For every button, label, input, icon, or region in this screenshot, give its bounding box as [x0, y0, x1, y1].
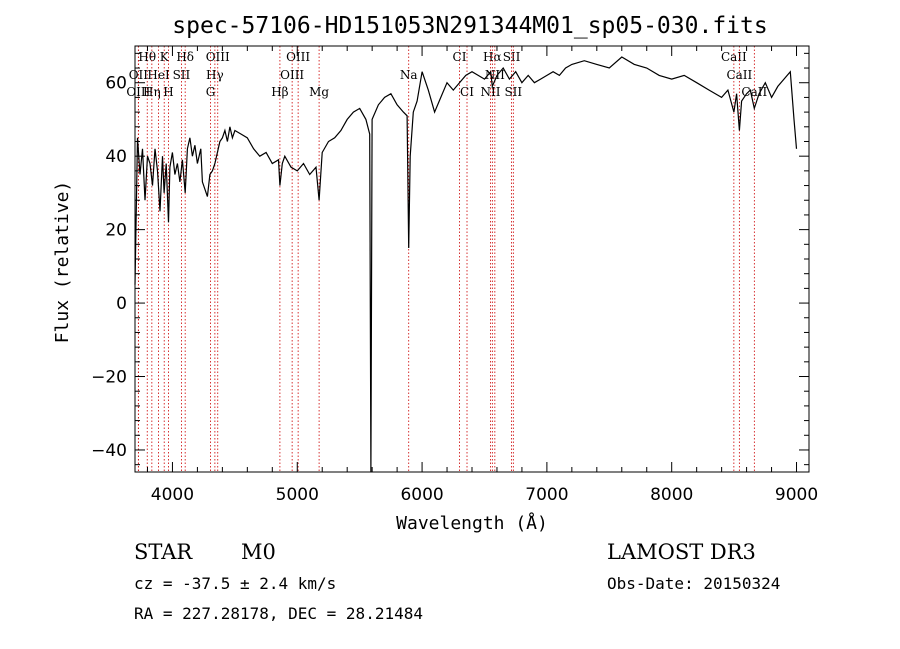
- spectral-line-label: OIII: [286, 50, 310, 64]
- spectral-line-label: Hγ: [206, 68, 224, 82]
- spectral-line-label: CaII: [741, 85, 767, 99]
- spectral-line-label: SII: [504, 85, 522, 99]
- spectral-line-label: Na: [400, 68, 418, 82]
- spectral-line-label: Mg: [309, 85, 329, 99]
- spectral-line-label: Hδ: [176, 50, 194, 64]
- spectral-line-label: G: [206, 85, 216, 99]
- spectral-line-label: Hα: [483, 50, 502, 64]
- chart-title: spec-57106-HD151053N291344M01_sp05-030.f…: [172, 13, 767, 39]
- x-tick-label: 8000: [650, 485, 693, 505]
- y-tick-label: −40: [91, 441, 127, 461]
- redshift-readout: cz = -37.5 ± 2.4 km/s: [134, 574, 337, 593]
- y-tick-label: 20: [105, 221, 127, 241]
- y-tick-label: 40: [105, 147, 127, 167]
- y-tick-label: 0: [116, 294, 127, 314]
- spectral-line-label: NII: [480, 85, 500, 99]
- spectral-line-label: CaII: [721, 50, 747, 64]
- spectral-line-label: Hβ: [271, 85, 288, 99]
- spectral-line-label: OIII: [206, 50, 230, 64]
- x-tick-label: 9000: [775, 485, 818, 505]
- plot-frame: [134, 45, 810, 473]
- spectral-line-label: SII: [173, 68, 191, 82]
- observation-date: Obs-Date: 20150324: [607, 574, 781, 593]
- object-subclass: M0: [241, 540, 276, 564]
- spectral-line-label: K: [160, 50, 170, 64]
- object-class: STAR: [134, 540, 193, 564]
- spectral-line-label: CI: [460, 85, 474, 99]
- x-tick-label: 6000: [400, 485, 443, 505]
- series-line: [134, 56, 798, 473]
- survey-name: LAMOST DR3: [607, 540, 756, 564]
- x-axis-label: Wavelength (Å): [396, 512, 548, 534]
- x-tick-label: 7000: [525, 485, 568, 505]
- spectral-line-label: CI: [453, 50, 467, 64]
- spectral-line-label: OIII: [126, 85, 150, 99]
- y-tick-label: −20: [91, 368, 127, 388]
- y-tick-label: 60: [105, 74, 127, 94]
- spectral-line-label: CaII: [726, 68, 752, 82]
- x-tick-label: 4000: [151, 485, 194, 505]
- coordinates-readout: RA = 227.28178, DEC = 28.21484: [134, 604, 423, 623]
- axis-ticks: 4000 5000 6000 7000 8000 9000 −40 −20 0 20 40 60: [91, 46, 818, 505]
- spectral-line-label: OIII: [280, 68, 304, 82]
- x-tick-label: 5000: [276, 485, 319, 505]
- spectral-line-label: Hη: [143, 85, 161, 99]
- y-axis-label: Flux (relative): [52, 181, 73, 344]
- spectral-line-label: Hθ: [138, 50, 156, 64]
- spectral-line-label: H: [163, 85, 173, 99]
- spectral-line-label: SII: [503, 50, 521, 64]
- spectral-line-label: HeI: [147, 68, 170, 82]
